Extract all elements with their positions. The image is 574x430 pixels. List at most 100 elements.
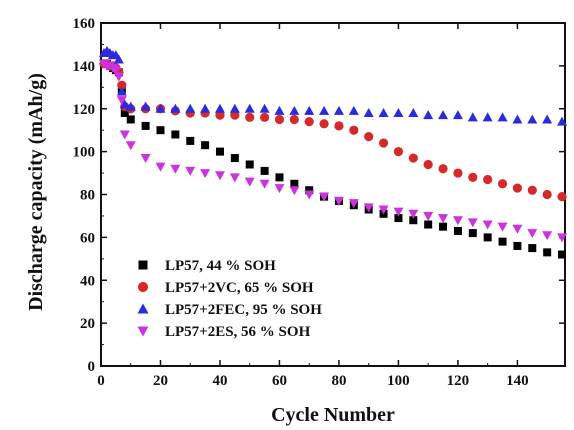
data-point — [214, 171, 225, 181]
data-point — [304, 190, 315, 200]
data-point — [348, 105, 359, 115]
data-point — [141, 121, 150, 130]
data-point — [125, 141, 136, 151]
data-point — [304, 117, 314, 127]
x-tick-label: 20 — [153, 373, 168, 389]
data-point — [393, 207, 404, 217]
y-tick-label: 0 — [88, 359, 96, 375]
data-point — [543, 248, 552, 257]
data-point — [497, 112, 508, 122]
legend-label: LP57+2ES, 56 % SOH — [165, 324, 311, 340]
data-point — [527, 114, 538, 124]
legend-marker — [137, 281, 149, 293]
data-point — [527, 229, 538, 239]
data-point — [186, 136, 195, 145]
data-point — [497, 222, 508, 232]
x-tick-label: 100 — [387, 373, 410, 389]
data-point — [245, 160, 254, 169]
data-point — [156, 126, 165, 135]
legend-label: LP57+2VC, 65 % SOH — [165, 280, 314, 296]
data-point — [438, 164, 448, 174]
data-point — [110, 66, 121, 76]
data-point — [155, 162, 166, 172]
data-point — [498, 237, 507, 246]
data-point — [453, 226, 462, 235]
y-tick-label: 80 — [80, 188, 95, 204]
x-tick-label: 40 — [212, 373, 227, 389]
data-point — [289, 114, 299, 125]
data-point — [557, 192, 567, 202]
y-tick-label: 100 — [73, 145, 96, 161]
data-point — [290, 179, 299, 188]
series-4 — [98, 59, 568, 243]
data-point — [363, 108, 374, 118]
data-point — [275, 173, 284, 182]
data-point — [259, 112, 270, 122]
data-point — [408, 209, 419, 219]
data-point — [274, 105, 285, 115]
data-point — [467, 112, 478, 122]
data-point — [117, 80, 127, 90]
legend: LP57, 44 % SOH LP57+2VC, 65 % SOH LP57+2FE… — [137, 258, 322, 340]
data-point — [305, 186, 314, 195]
y-tick-label: 60 — [80, 230, 95, 246]
data-point — [319, 192, 330, 202]
data-point — [260, 166, 269, 175]
x-tick-label: 80 — [331, 373, 346, 389]
y-tick-label: 120 — [73, 102, 96, 118]
data-point — [512, 183, 523, 193]
data-point — [497, 179, 508, 189]
y-tick-label: 40 — [80, 273, 95, 289]
data-point — [274, 114, 285, 125]
data-point — [119, 130, 130, 140]
data-point — [230, 154, 239, 163]
data-point — [378, 138, 389, 148]
data-point — [229, 103, 240, 113]
data-point — [304, 105, 315, 115]
y-tick-label: 20 — [80, 316, 95, 332]
series-2 — [99, 59, 567, 202]
data-point — [423, 159, 433, 170]
data-point — [363, 203, 374, 213]
data-point — [424, 220, 433, 229]
y-tick-label: 140 — [73, 59, 96, 75]
data-point — [439, 222, 448, 231]
data-point — [274, 184, 285, 194]
data-point — [140, 101, 151, 111]
data-point — [438, 214, 449, 224]
data-point — [557, 116, 568, 126]
data-point — [408, 153, 418, 163]
data-point — [542, 189, 552, 200]
data-point — [512, 114, 523, 124]
data-point — [408, 108, 419, 118]
data-point — [378, 205, 389, 215]
data-point — [155, 103, 166, 113]
y-tick-label: 160 — [73, 16, 96, 32]
data-point — [244, 177, 255, 187]
data-point — [378, 108, 389, 118]
data-point — [244, 103, 255, 113]
data-point — [423, 110, 434, 120]
data-point — [512, 224, 523, 234]
x-tick-label: 0 — [97, 373, 105, 389]
data-point — [393, 147, 404, 157]
data-point — [215, 110, 225, 120]
data-point — [394, 214, 403, 223]
data-point — [125, 101, 136, 111]
data-point — [482, 112, 493, 122]
data-point — [170, 164, 181, 174]
data-point — [119, 99, 130, 109]
x-tick-label: 140 — [506, 373, 529, 389]
data-point — [319, 119, 329, 129]
data-point — [201, 141, 210, 150]
data-point — [513, 241, 522, 250]
data-point — [171, 130, 180, 139]
data-point — [185, 166, 196, 176]
data-point — [453, 168, 463, 178]
legend-label: LP57, 44 % SOH — [165, 258, 276, 274]
data-point — [468, 172, 478, 182]
legend-marker — [137, 326, 149, 337]
data-point — [483, 233, 492, 242]
axes: 0 20 40 60 80 100 120 140 0 20 40 60 80 100 120 140 160 — [73, 16, 566, 389]
